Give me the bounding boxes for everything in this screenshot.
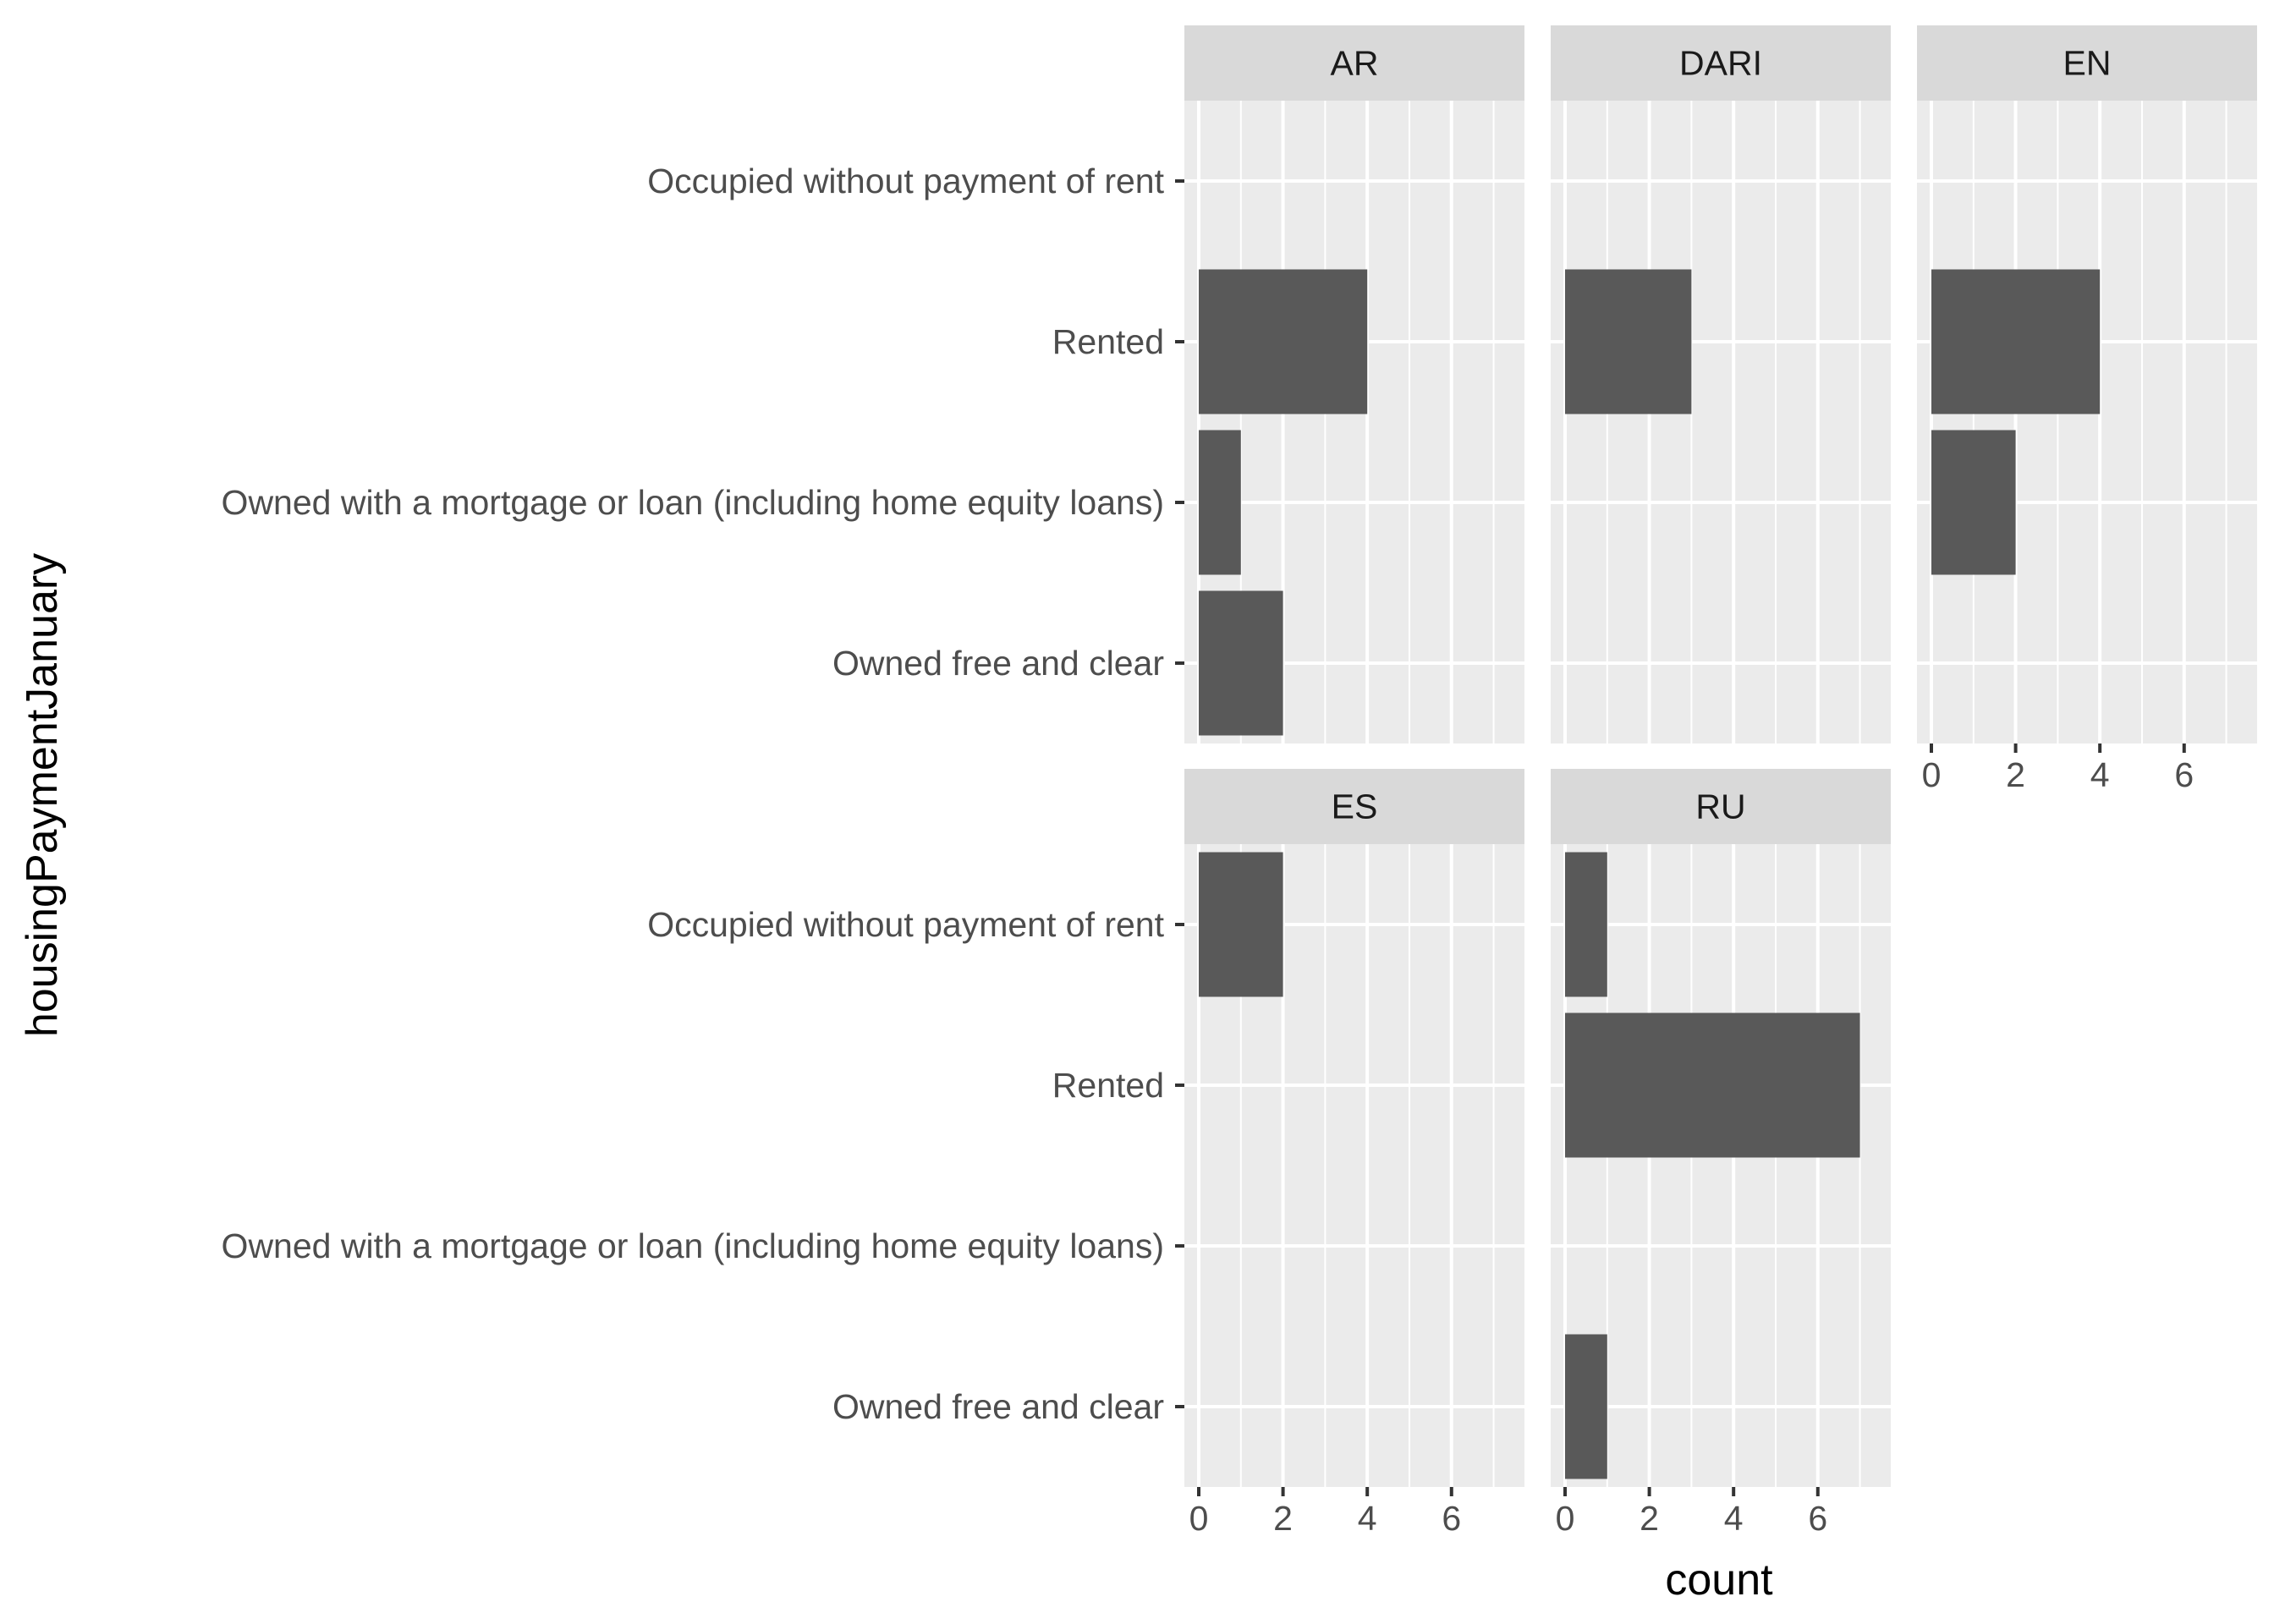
x-tick-label: 6	[2174, 755, 2194, 794]
x-axis-title: count	[1665, 1555, 1773, 1605]
x-tick-label: 4	[1724, 1499, 1744, 1538]
y-tick-label: Rented	[1052, 322, 1164, 361]
bar-en-1	[1931, 269, 2101, 414]
bar-ar-3	[1199, 590, 1283, 736]
x-tick-label: 0	[1189, 1499, 1209, 1538]
x-tick-label: 2	[1273, 1499, 1293, 1538]
panel-background	[1551, 101, 1891, 743]
facet-strip	[1184, 25, 1524, 101]
x-tick-label: 4	[2090, 755, 2110, 794]
x-tick-label: 4	[1358, 1499, 1377, 1538]
y-tick-label: Rented	[1052, 1066, 1164, 1105]
facet-strip-label: DARI	[1679, 44, 1762, 83]
bar-ru-3	[1565, 1334, 1607, 1479]
facet-panel-en: EN 0 2 4 6	[1917, 25, 2257, 794]
y-tick-label: Occupied without payment of rent	[647, 162, 1164, 200]
facet-panel-dari: DARI	[1551, 25, 1891, 743]
y-tick-label: Owned free and clear	[832, 644, 1164, 683]
facet-strip-label: EN	[2063, 44, 2112, 83]
facet-panel-ar: AR Occupied without payment of rent Rented…	[222, 25, 1524, 743]
facet-strip	[1551, 25, 1891, 101]
y-tick-label: Occupied without payment of rent	[647, 905, 1164, 944]
bar-ru-0	[1565, 852, 1607, 997]
bar-ar-2	[1199, 430, 1241, 575]
bar-es-0	[1199, 852, 1283, 997]
x-tick-label: 2	[1640, 1499, 1659, 1538]
y-tick-label: Owned with a mortgage or loan (including…	[222, 1226, 1164, 1265]
facet-strip-label: AR	[1331, 44, 1379, 83]
facet-strip	[1551, 769, 1891, 844]
facet-strip-label: ES	[1332, 787, 1378, 826]
bar-en-2	[1931, 430, 2016, 575]
facet-strip	[1917, 25, 2257, 101]
x-tick-label: 6	[1808, 1499, 1827, 1538]
facet-panel-es: ES Occupied without payment of rent Rented…	[222, 769, 1524, 1538]
bar-ru-1	[1565, 1012, 1860, 1158]
panel-background	[1917, 101, 2257, 743]
facet-panel-ru: RU 0 2 4 6	[1551, 769, 1891, 1538]
y-tick-label: Owned free and clear	[832, 1387, 1164, 1426]
x-tick-label: 2	[2006, 755, 2025, 794]
x-tick-label: 6	[1442, 1499, 1461, 1538]
x-tick-label: 0	[1556, 1499, 1575, 1538]
y-tick-label: Owned with a mortgage or loan (including…	[222, 483, 1164, 522]
bar-dari-1	[1565, 269, 1692, 414]
facet-strip	[1184, 769, 1524, 844]
facet-strip-label: RU	[1695, 787, 1745, 826]
bar-ar-1	[1199, 269, 1368, 414]
x-tick-label: 0	[1922, 755, 1942, 794]
facet-panels: AR Occupied without payment of rent Rented…	[222, 25, 2257, 1538]
y-axis-title: housingPaymentJanuary	[18, 553, 67, 1037]
